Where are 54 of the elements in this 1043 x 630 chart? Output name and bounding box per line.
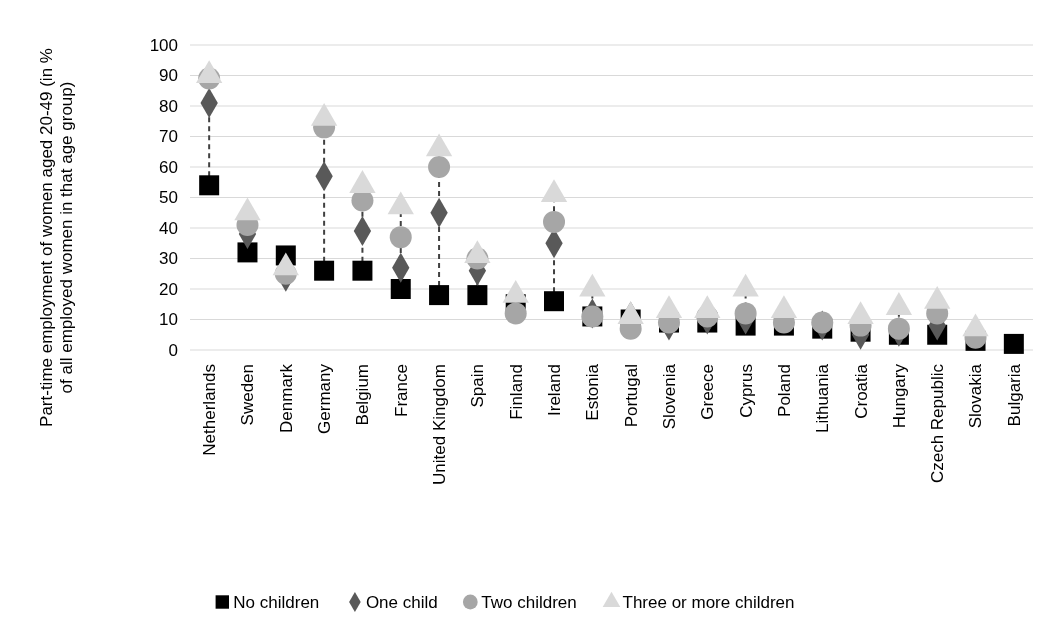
x-tick-label: France [391, 364, 411, 417]
point [734, 302, 757, 325]
legend-label: One child [365, 592, 438, 612]
y-tick-label: 30 [159, 249, 178, 269]
point [544, 291, 565, 312]
y-tick-label: 90 [159, 66, 178, 86]
point [389, 226, 412, 249]
y-tick-label: 40 [159, 218, 178, 238]
y-tick-label: 80 [159, 96, 178, 116]
legend-label: Two children [481, 592, 577, 612]
x-tick-label: Estonia [583, 363, 603, 421]
y-tick-label: 70 [159, 127, 178, 147]
x-tick-label: Finland [506, 364, 526, 420]
x-tick-label: Bulgaria [1004, 363, 1024, 427]
x-tick-label: Ireland [544, 364, 564, 416]
x-tick-label: Greece [698, 364, 718, 420]
x-tick-label: Hungary [889, 363, 909, 429]
legend-label: No children [233, 592, 320, 612]
x-tick-label: Slovenia [659, 363, 679, 430]
x-tick-label: Portugal [621, 364, 641, 428]
point [887, 317, 910, 340]
y-tick-label: 50 [159, 188, 178, 208]
point [467, 285, 488, 306]
y-tick-label: 10 [159, 310, 178, 330]
point [390, 279, 411, 299]
y-tick-label: 0 [168, 340, 178, 360]
y-axis-title: Part-time employment of women aged 20-49 (in % of all employed women in that age group) [36, 48, 77, 427]
point [237, 242, 258, 263]
y-tick-label: 60 [159, 157, 178, 177]
x-tick-label: United Kingdom [430, 364, 450, 485]
x-tick-label: Slovakia [966, 363, 986, 429]
point [352, 260, 373, 281]
x-tick-label: Sweden [238, 364, 258, 426]
point [314, 260, 335, 281]
point [199, 175, 220, 196]
point [543, 210, 566, 233]
x-tick-label: Lithuania [813, 363, 833, 434]
x-tick-label: Denmark [276, 363, 296, 433]
x-tick-label: Poland [774, 364, 794, 417]
x-tick-label: Spain [468, 364, 488, 408]
y-tick-label: 100 [149, 35, 178, 55]
x-tick-label: Cyprus [736, 364, 756, 418]
point [428, 156, 451, 178]
x-tick-label: Germany [315, 363, 335, 434]
x-tick-label: Croatia [851, 363, 871, 419]
point [1003, 333, 1024, 354]
x-tick-label: Netherlands [200, 364, 220, 456]
point [811, 311, 834, 334]
point [504, 302, 527, 325]
x-tick-label: Belgium [353, 364, 373, 426]
y-tick-label: 20 [159, 279, 178, 299]
legend-label: Three or more children [622, 592, 795, 612]
x-tick-label: Czech Republic [928, 363, 948, 484]
point [429, 285, 450, 306]
